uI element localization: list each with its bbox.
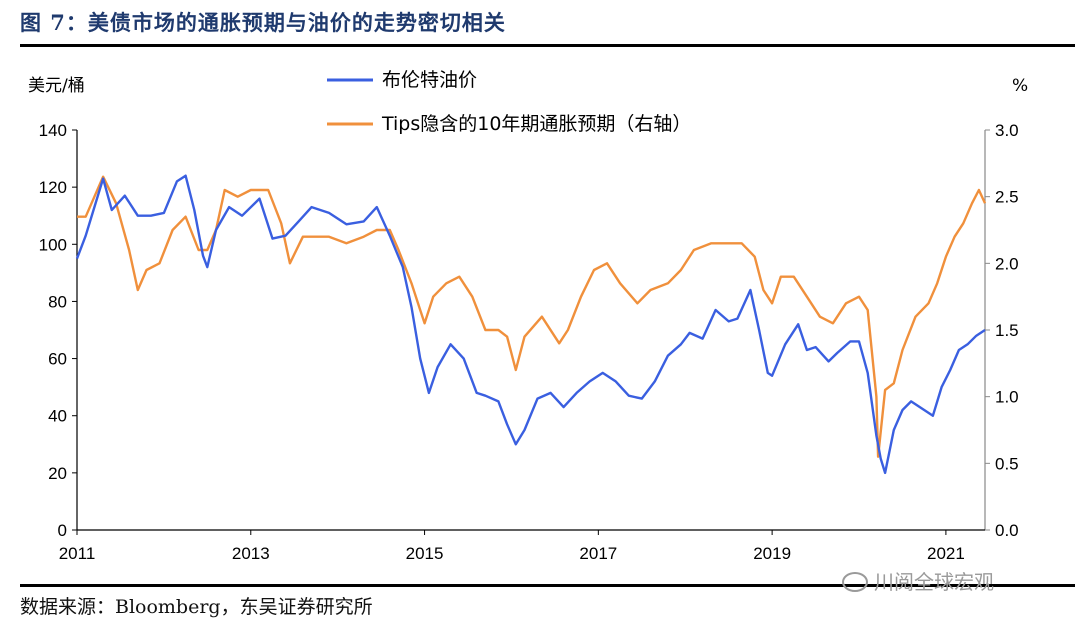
x-tick-label: 2021 — [927, 544, 965, 563]
x-tick-label: 2013 — [232, 544, 270, 563]
left-axis-unit: 美元/桶 — [28, 76, 85, 96]
right-tick-label: 0.5 — [995, 454, 1019, 473]
watermark-text: 川阅全球宏观 — [874, 570, 994, 594]
left-tick-label: 40 — [48, 407, 67, 426]
right-tick-label: 3.0 — [995, 121, 1019, 140]
watermark: 川阅全球宏观 — [842, 566, 994, 595]
wechat-icon — [842, 571, 868, 592]
top-rule — [20, 44, 1075, 47]
source-note: 数据来源：Bloomberg，东吴证券研究所 — [20, 596, 373, 618]
series-line-brent — [75, 174, 986, 475]
left-tick-label: 20 — [48, 464, 67, 483]
right-tick-label: 1.0 — [995, 388, 1019, 407]
left-tick-label: 140 — [39, 121, 67, 140]
x-tick-label: 2011 — [59, 544, 96, 563]
right-tick-label: 2.5 — [995, 188, 1019, 207]
legend-label-brent: 布伦特油价 — [382, 69, 477, 91]
left-tick-label: 80 — [48, 292, 67, 311]
right-tick-label: 2.0 — [995, 254, 1019, 273]
bottom-rule — [20, 584, 1075, 587]
left-tick-label: 0 — [58, 521, 67, 540]
x-tick-label: 2015 — [406, 544, 444, 563]
x-tick-label: 2017 — [579, 544, 617, 563]
left-tick-label: 120 — [39, 178, 67, 197]
x-tick-label: 2019 — [753, 544, 791, 563]
right-tick-label: 1.5 — [995, 321, 1019, 340]
right-axis-unit: % — [1012, 76, 1028, 96]
left-tick-label: 60 — [48, 350, 67, 369]
series-line-tips — [77, 175, 987, 458]
left-tick-label: 100 — [39, 235, 67, 254]
legend-label-tips: Tips隐含的10年期通胀预期（右轴） — [381, 113, 691, 135]
figure-title: 图 7：美债市场的通胀预期与油价的走势密切相关 — [20, 10, 506, 35]
right-tick-label: 0.0 — [995, 521, 1019, 540]
